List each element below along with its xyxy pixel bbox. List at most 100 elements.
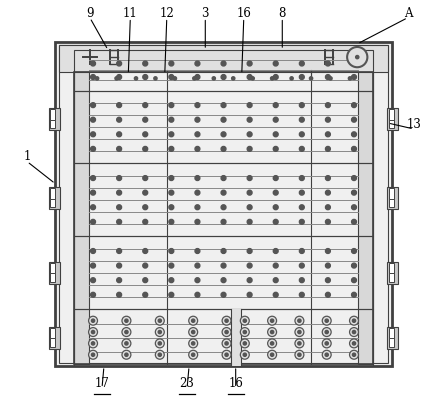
Circle shape xyxy=(352,353,356,356)
Bar xyxy=(389,109,394,120)
Circle shape xyxy=(298,319,301,322)
Circle shape xyxy=(96,77,99,80)
Bar xyxy=(387,187,398,209)
Circle shape xyxy=(299,117,304,122)
Bar xyxy=(74,72,89,364)
Circle shape xyxy=(143,263,148,268)
Circle shape xyxy=(271,77,274,80)
Circle shape xyxy=(356,55,359,59)
Bar xyxy=(358,72,373,364)
Circle shape xyxy=(295,350,304,359)
Circle shape xyxy=(222,350,231,359)
Circle shape xyxy=(122,350,131,359)
Bar xyxy=(74,50,373,91)
Circle shape xyxy=(273,293,278,297)
Circle shape xyxy=(143,146,148,151)
Circle shape xyxy=(169,248,174,253)
Circle shape xyxy=(225,330,228,334)
Bar xyxy=(74,164,373,236)
Bar xyxy=(58,45,389,72)
Circle shape xyxy=(117,248,121,253)
Circle shape xyxy=(117,263,121,268)
Circle shape xyxy=(241,328,249,337)
Circle shape xyxy=(221,75,226,80)
Circle shape xyxy=(143,175,148,180)
Circle shape xyxy=(271,342,274,345)
Bar xyxy=(74,309,373,366)
Circle shape xyxy=(221,205,226,210)
Circle shape xyxy=(143,75,148,80)
Circle shape xyxy=(169,103,174,108)
Circle shape xyxy=(268,339,276,348)
Text: 11: 11 xyxy=(123,7,138,20)
Circle shape xyxy=(221,132,226,137)
Bar xyxy=(389,188,394,199)
Circle shape xyxy=(221,248,226,253)
Circle shape xyxy=(91,117,96,122)
Circle shape xyxy=(169,190,174,195)
Bar xyxy=(387,108,398,130)
Circle shape xyxy=(247,103,252,108)
Circle shape xyxy=(352,342,356,345)
Circle shape xyxy=(191,342,195,345)
Circle shape xyxy=(243,342,246,345)
Circle shape xyxy=(158,330,161,334)
Circle shape xyxy=(350,316,358,325)
Circle shape xyxy=(143,248,148,253)
Circle shape xyxy=(195,190,200,195)
Circle shape xyxy=(352,220,357,224)
Circle shape xyxy=(195,278,200,283)
Circle shape xyxy=(298,342,301,345)
Circle shape xyxy=(352,263,357,268)
Circle shape xyxy=(326,263,330,268)
Circle shape xyxy=(295,316,304,325)
Circle shape xyxy=(173,77,176,80)
Circle shape xyxy=(125,353,128,356)
Circle shape xyxy=(169,175,174,180)
Circle shape xyxy=(212,77,215,80)
Bar xyxy=(51,264,55,273)
Circle shape xyxy=(326,146,330,151)
Circle shape xyxy=(222,328,231,337)
Circle shape xyxy=(273,278,278,283)
Circle shape xyxy=(221,61,226,66)
Circle shape xyxy=(309,77,313,80)
Bar xyxy=(58,45,389,363)
Circle shape xyxy=(352,117,357,122)
Circle shape xyxy=(221,146,226,151)
Circle shape xyxy=(247,61,252,66)
Circle shape xyxy=(247,75,252,80)
Circle shape xyxy=(295,339,304,348)
Bar xyxy=(51,328,55,338)
Bar xyxy=(387,262,398,284)
Circle shape xyxy=(352,190,357,195)
Circle shape xyxy=(221,175,226,180)
Circle shape xyxy=(299,103,304,108)
Circle shape xyxy=(221,220,226,224)
Circle shape xyxy=(232,77,235,80)
Circle shape xyxy=(326,278,330,283)
Circle shape xyxy=(195,175,200,180)
Circle shape xyxy=(299,278,304,283)
Circle shape xyxy=(125,319,128,322)
Text: 16: 16 xyxy=(237,7,251,20)
Circle shape xyxy=(352,293,357,297)
Circle shape xyxy=(326,205,330,210)
Circle shape xyxy=(222,316,231,325)
Circle shape xyxy=(247,175,252,180)
Circle shape xyxy=(117,103,121,108)
Circle shape xyxy=(251,77,254,80)
Circle shape xyxy=(322,339,331,348)
Bar xyxy=(389,328,394,338)
Circle shape xyxy=(247,220,252,224)
Circle shape xyxy=(117,75,121,80)
Circle shape xyxy=(326,248,330,253)
Bar xyxy=(51,118,55,129)
Bar xyxy=(51,109,55,120)
Circle shape xyxy=(325,353,328,356)
Bar xyxy=(389,337,394,347)
Bar xyxy=(389,197,394,207)
Circle shape xyxy=(143,205,148,210)
Circle shape xyxy=(352,330,356,334)
Circle shape xyxy=(91,220,96,224)
